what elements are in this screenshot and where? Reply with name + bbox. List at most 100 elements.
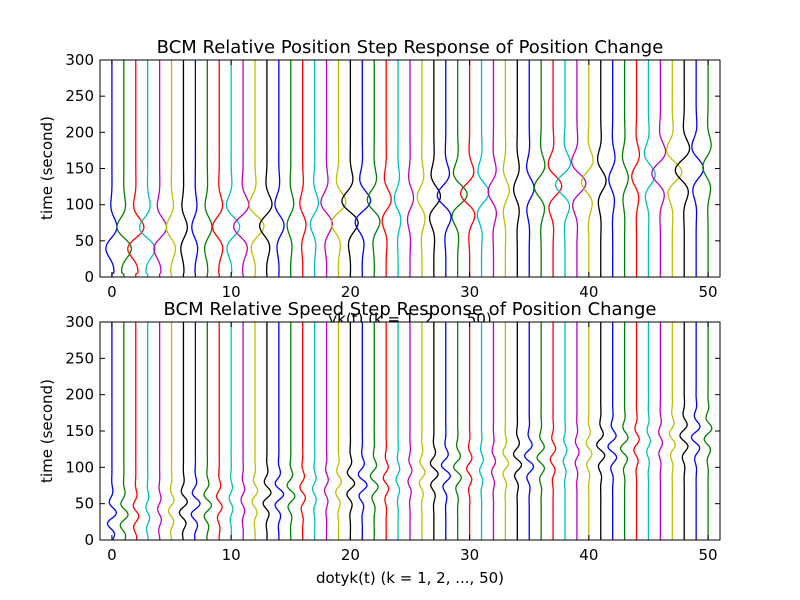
speed-trace-k29	[453, 322, 462, 540]
speed-trace-k16	[299, 322, 307, 540]
speed-trace-k28	[440, 322, 451, 540]
position-trace-k38	[554, 60, 572, 277]
position-trace-k4	[153, 60, 168, 277]
speed-trace-k37	[549, 322, 557, 540]
speed-y-tick-label: 100	[65, 458, 94, 476]
speed-trace-k24	[395, 322, 401, 540]
position-trace-k13	[259, 60, 273, 277]
speed-y-tick-label: 250	[65, 349, 94, 367]
position-trace-k24	[393, 60, 402, 277]
position-y-tick-label: 100	[65, 196, 94, 214]
speed-trace-k30	[466, 322, 473, 540]
speed-y-tick-label: 150	[65, 422, 94, 440]
speed-trace-k0	[106, 322, 118, 540]
position-trace-k35	[525, 60, 535, 277]
position-y-tick-label: 150	[65, 160, 94, 178]
position-trace-k36	[533, 60, 546, 277]
position-trace-k15	[286, 60, 295, 277]
position-y-tick-label: 300	[65, 51, 94, 69]
position-y-ticks: 0 50 100 150 200 250 300	[65, 51, 720, 286]
position-trace-k17	[309, 60, 320, 277]
speed-trace-k41	[596, 322, 606, 540]
speed-trace-k4	[156, 322, 163, 540]
position-x-tick-label: 50	[699, 283, 718, 301]
position-trace-k6	[180, 60, 188, 277]
position-trace-k14	[274, 60, 285, 277]
position-trace-k3	[138, 60, 156, 277]
speed-trace-k7	[190, 322, 201, 540]
speed-x-tick-label: 10	[222, 546, 241, 564]
position-trace-k30	[459, 60, 476, 277]
speed-x-tick-label: 40	[579, 546, 598, 564]
speed-trace-k36	[536, 322, 546, 540]
speed-trace-k39	[574, 322, 580, 540]
speed-trace-k20	[346, 322, 356, 540]
position-trace-k42	[608, 60, 616, 277]
position-trace-k40	[580, 60, 594, 277]
speed-trace-k44	[633, 322, 640, 540]
speed-x-tick-label: 30	[460, 546, 479, 564]
speed-trace-k14	[274, 322, 285, 540]
speed-trace-k31	[478, 322, 484, 540]
position-trace-k7	[191, 60, 199, 277]
position-response-axes: 0 10 20 30 40 50 0 50 100 150 200 250 300 BCM Relat…	[38, 37, 721, 328]
speed-trace-k49	[690, 322, 701, 540]
position-trace-k18	[320, 60, 333, 277]
speed-trace-k21	[357, 322, 368, 540]
speed-x-tick-label: 20	[341, 546, 360, 564]
speed-trace-k33	[502, 322, 510, 540]
speed-y-axis-label: time (second)	[38, 379, 56, 483]
position-trace-k20	[341, 60, 359, 277]
speed-response-axes: 0 10 20 30 40 50 0 50 100 150 200 250 300 BCM Relat…	[38, 299, 721, 587]
speed-trace-k45	[646, 322, 652, 540]
speed-trace-k13	[262, 322, 272, 540]
position-trace-k39	[571, 60, 587, 277]
position-trace-k16	[299, 60, 307, 277]
speed-traces	[106, 322, 713, 540]
speed-y-tick-label: 200	[65, 386, 94, 404]
speed-y-ticks: 0 50 100 150 200 250 300	[65, 313, 720, 549]
speed-trace-k38	[562, 322, 568, 540]
position-y-tick-label: 50	[75, 232, 94, 250]
speed-trace-k8	[203, 322, 213, 540]
position-y-axis-label: time (second)	[38, 116, 56, 220]
speed-trace-k35	[523, 322, 535, 540]
position-trace-k50	[702, 60, 712, 277]
position-trace-k47	[665, 60, 683, 277]
position-y-tick-label: 200	[65, 123, 94, 141]
speed-y-tick-label: 0	[84, 531, 94, 549]
position-trace-k28	[436, 60, 452, 277]
position-x-ticks: 0 10 20 30 40 50	[107, 60, 718, 301]
speed-trace-k6	[178, 322, 188, 540]
position-trace-k12	[248, 60, 265, 277]
speed-trace-k50	[703, 322, 713, 540]
position-trace-k10	[225, 60, 241, 277]
position-trace-k31	[476, 60, 490, 277]
speed-trace-k22	[369, 322, 379, 540]
position-trace-k25	[406, 60, 415, 277]
position-traces	[105, 60, 712, 277]
speed-trace-k2	[132, 322, 140, 540]
speed-trace-k15	[286, 322, 296, 540]
speed-trace-k9	[215, 322, 223, 540]
position-trace-k21	[354, 60, 372, 277]
speed-trace-k18	[323, 322, 329, 540]
position-trace-k2	[127, 60, 145, 277]
position-trace-k0	[105, 60, 118, 277]
speed-trace-k34	[512, 322, 523, 540]
speed-trace-k42	[607, 322, 618, 540]
speed-trace-k47	[668, 322, 676, 540]
position-trace-k43	[621, 60, 629, 277]
speed-trace-k27	[429, 322, 439, 540]
position-trace-k48	[674, 60, 691, 277]
speed-x-axis-label: dotyk(t) (k = 1, 2, ..., 50)	[316, 569, 504, 587]
position-trace-k5	[165, 60, 177, 277]
position-trace-k44	[631, 60, 641, 277]
speed-trace-k3	[145, 322, 151, 540]
position-trace-k34	[513, 60, 520, 277]
position-x-tick-label: 20	[341, 283, 360, 301]
position-chart-title: BCM Relative Position Step Response of P…	[157, 37, 664, 58]
speed-trace-k23	[382, 322, 390, 540]
speed-trace-k40	[585, 322, 593, 540]
